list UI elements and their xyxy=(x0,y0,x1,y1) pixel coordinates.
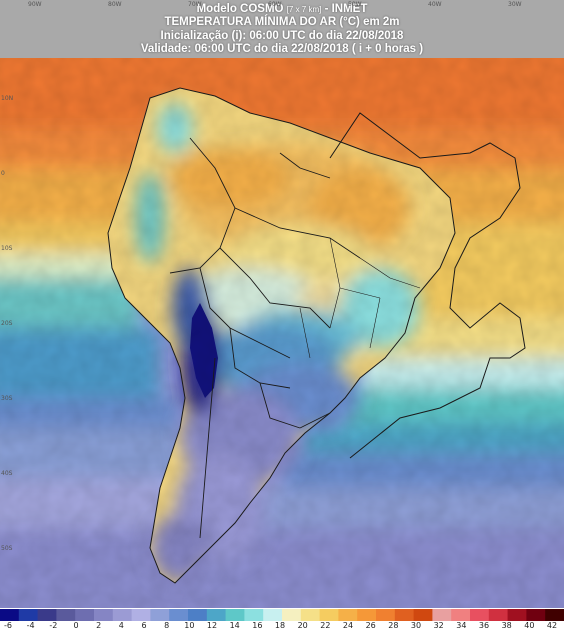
model-title: Modelo COSMO [7 x 7 km] - INMET xyxy=(196,3,368,15)
coord-top-2: 70W xyxy=(188,1,202,8)
coord-left-3: 20S xyxy=(1,320,13,327)
legend-swatch xyxy=(488,609,509,621)
coord-left-0: 10N xyxy=(1,95,14,102)
maritime-boundary xyxy=(329,112,526,459)
legend-label: 22 xyxy=(320,621,331,629)
coord-top-1: 80W xyxy=(108,1,122,8)
legend-swatch xyxy=(37,609,57,621)
legend-label: 0 xyxy=(73,621,79,629)
legend-swatch xyxy=(18,609,39,621)
legend-swatch xyxy=(206,609,227,621)
legend-label: 24 xyxy=(342,621,354,629)
country-borders xyxy=(169,137,361,539)
coord-left-6: 50S xyxy=(1,545,13,552)
legend-swatch xyxy=(0,609,20,621)
legend-label: 28 xyxy=(388,621,399,629)
legend-label: 14 xyxy=(229,621,240,629)
coastline xyxy=(107,87,456,584)
legend-label: 40 xyxy=(524,621,535,629)
legend-swatch xyxy=(188,609,208,621)
legend-label: 26 xyxy=(365,621,376,629)
legend-swatch xyxy=(244,609,264,621)
variable-title: TEMPERATURA MÍNIMA DO AR (°C) em 2m xyxy=(164,16,400,28)
legend-swatch xyxy=(75,609,95,621)
legend-swatch xyxy=(432,609,452,621)
legend-label: 8 xyxy=(164,621,170,629)
legend-swatch xyxy=(56,609,76,621)
legend-label: -6 xyxy=(4,621,12,629)
coord-left-1: 0 xyxy=(1,170,5,177)
legend-swatch xyxy=(507,609,527,621)
legend-label: 32 xyxy=(433,621,444,629)
legend-label: 20 xyxy=(297,621,308,629)
field-texture xyxy=(0,58,564,608)
legend-label: 30 xyxy=(410,621,422,629)
legend-swatch xyxy=(94,609,114,621)
legend-label: 18 xyxy=(274,621,286,629)
legend-swatch xyxy=(357,609,377,621)
coord-top-0: 90W xyxy=(28,1,42,8)
legend-color-bar xyxy=(0,609,564,621)
legend-swatch xyxy=(526,609,546,621)
legend-label: 10 xyxy=(184,621,195,629)
legend-label: 38 xyxy=(501,621,512,629)
legend-swatch xyxy=(300,609,321,621)
valid-time: Validade: 06:00 UTC do dia 22/08/2018 ( … xyxy=(140,43,424,55)
legend-swatch xyxy=(131,609,151,621)
coord-top-5: 40W xyxy=(428,1,442,8)
legend-label: 6 xyxy=(141,621,147,629)
legend-swatch xyxy=(545,609,564,621)
legend-swatch xyxy=(225,609,245,621)
coord-left-2: 10S xyxy=(1,245,13,252)
map-header: Modelo COSMO [7 x 7 km] - INMET TEMPERAT… xyxy=(0,0,564,58)
legend-label: 12 xyxy=(206,621,218,629)
color-legend: -6 -4 -2 0 2 4 6 8 10 12 14 16 18 20 22 24 26 28 30 32 34 36 3… xyxy=(0,608,564,629)
legend-label: 16 xyxy=(252,621,263,629)
legend-swatch xyxy=(112,609,133,621)
coord-top-6: 30W xyxy=(508,1,522,8)
legend-swatch xyxy=(319,609,339,621)
init-time: Inicialização (i): 06:00 UTC do dia 22/0… xyxy=(160,30,404,42)
coord-left-5: 40S xyxy=(1,470,13,477)
legend-swatch xyxy=(338,609,358,621)
legend-label: 42 xyxy=(546,621,558,629)
legend-swatch xyxy=(451,609,471,621)
legend-swatch xyxy=(470,609,490,621)
legend-swatch xyxy=(376,609,396,621)
legend-label: -4 xyxy=(26,621,35,629)
coord-top-4: 50W xyxy=(348,1,362,8)
legend-label: 4 xyxy=(118,621,124,629)
state-borders xyxy=(299,237,421,359)
legend-swatch xyxy=(413,609,433,621)
legend-label: 36 xyxy=(478,621,490,629)
legend-swatch xyxy=(150,609,170,621)
coord-top-3: 60W xyxy=(268,1,282,8)
legend-swatch xyxy=(169,609,189,621)
legend-swatch xyxy=(282,609,302,621)
legend-swatch xyxy=(394,609,415,621)
legend-swatch xyxy=(263,609,283,621)
legend-label: -2 xyxy=(49,621,58,629)
legend-label: 2 xyxy=(96,621,102,629)
coord-left-4: 30S xyxy=(1,395,13,402)
temperature-map xyxy=(0,58,564,608)
legend-label: 34 xyxy=(456,621,467,629)
